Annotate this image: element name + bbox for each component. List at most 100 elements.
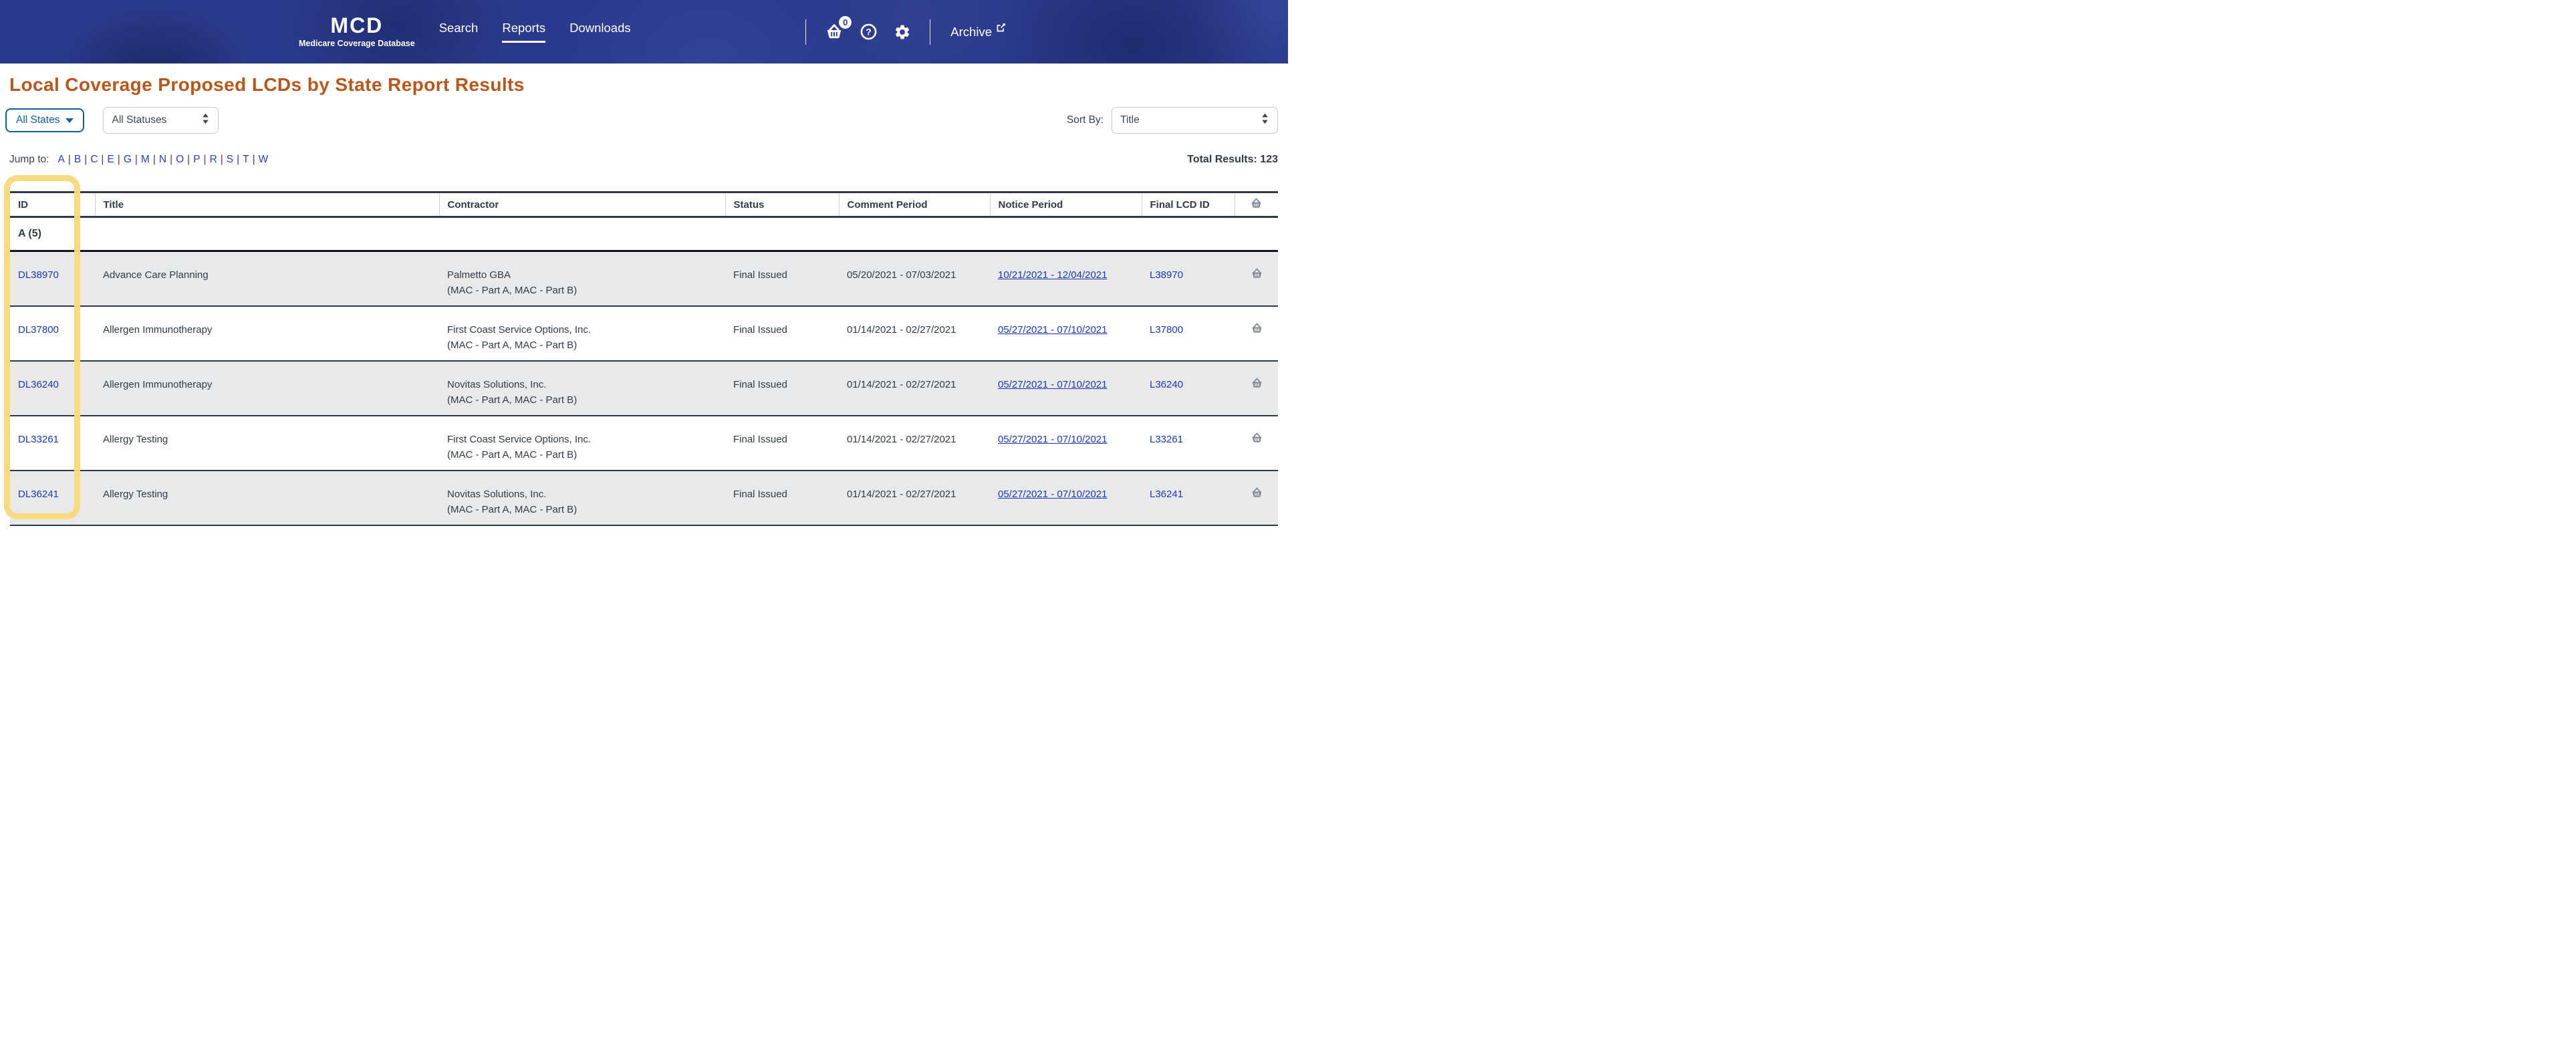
row-notice-period-link[interactable]: 05/27/2021 - 07/10/2021 [998,378,1108,390]
row-id-link[interactable]: DL36241 [18,488,59,500]
status-filter-value: All Statuses [112,114,167,126]
jump-letter-e[interactable]: E [107,154,114,165]
separator: | [170,154,173,165]
col-header-status: Status [725,192,840,217]
row-id-link[interactable]: DL38970 [18,269,59,281]
table-row: DL36241 Allergy Testing Novitas Solution… [10,470,1278,525]
jump-to-label: Jump to: [9,154,49,165]
contractor-name: Novitas Solutions, Inc. [447,378,547,390]
results-table: ID Title Contractor Status Comment Perio… [10,191,1278,526]
select-arrows-icon [1261,112,1269,128]
states-filter-value: All States [16,114,60,126]
table-row: DL36240 Allergen Immunotherapy Novitas S… [10,360,1278,416]
separator: | [152,154,156,165]
separator: | [220,154,223,165]
nav-downloads[interactable]: Downloads [569,21,631,35]
total-results: Total Results: 123 [1187,154,1278,166]
contractor-name: First Coast Service Options, Inc. [447,323,592,336]
basket-count-badge: 0 [839,15,852,29]
row-final-lcd-link[interactable]: L36240 [1150,378,1184,390]
jump-letter-o[interactable]: O [176,154,184,165]
row-notice-period-link[interactable]: 05/27/2021 - 07/10/2021 [998,433,1108,445]
row-basket[interactable] [1235,251,1278,306]
group-row-a: A (5) [10,217,1278,252]
basket-icon [1252,432,1262,442]
page-title: Local Coverage Proposed LCDs by State Re… [9,74,525,95]
basket-icon [1251,197,1261,208]
jump-to-row: Jump to: A | B | C | E | G | M | N | O | P | R | S… [9,154,1278,166]
row-notice-period-link[interactable]: 05/27/2021 - 07/10/2021 [998,323,1108,336]
states-filter-button[interactable]: All States [5,108,85,132]
jump-letter-m[interactable]: M [140,154,150,165]
row-basket[interactable] [1235,361,1278,416]
contractor-name: First Coast Service Options, Inc. [447,433,592,445]
contractor-type: (MAC - Part A, MAC - Part B) [447,394,577,406]
help-icon[interactable]: ? [860,23,878,41]
table-row: DL33261 Allergy Testing First Coast Serv… [10,416,1278,471]
separator: | [68,154,71,165]
row-title: Allergy Testing [103,433,168,445]
jump-letter-n[interactable]: N [158,154,167,165]
jump-letter-g[interactable]: G [123,154,132,165]
jump-letter-w[interactable]: W [258,154,269,165]
basket-icon[interactable]: 0 [825,15,852,41]
contractor-type: (MAC - Part A, MAC - Part B) [447,448,577,460]
divider [805,19,807,45]
sort-by-label: Sort By: [1066,114,1104,126]
basket-icon [1252,322,1262,333]
row-status: Final Issued [733,378,787,390]
separator: | [237,154,240,165]
sort-by-value: Title [1120,114,1140,126]
row-status: Final Issued [733,323,787,336]
row-basket[interactable] [1235,306,1278,361]
separator: | [101,154,104,165]
row-final-lcd-link[interactable]: L36241 [1150,488,1184,500]
mcd-logo[interactable]: MCD Medicare Coverage Database [299,15,415,48]
jump-letter-c[interactable]: C [90,154,98,165]
gear-icon[interactable] [894,23,911,41]
sort-by-select[interactable]: Title [1112,107,1278,134]
basket-icon [1252,487,1262,497]
row-basket[interactable] [1235,471,1278,525]
svg-text:?: ? [866,26,872,37]
group-label: A (5) [10,217,1278,252]
row-notice-period-link[interactable]: 05/27/2021 - 07/10/2021 [998,488,1108,500]
row-notice-period-link[interactable]: 10/21/2021 - 12/04/2021 [998,269,1108,281]
row-final-lcd-link[interactable]: L38970 [1150,269,1184,281]
app-header: MCD Medicare Coverage Database Search Re… [0,0,1288,63]
row-contractor: Palmetto GBA (MAC - Part A, MAC - Part B… [439,251,725,306]
nav-search[interactable]: Search [438,21,479,35]
status-filter-select[interactable]: All Statuses [103,107,219,134]
basket-icon [1252,268,1262,278]
jump-letter-t[interactable]: T [243,154,249,165]
jump-letter-b[interactable]: B [74,154,82,165]
row-title: Allergen Immunotherapy [103,323,213,336]
external-link-icon [996,23,1006,36]
total-results-label: Total Results: [1187,154,1257,165]
row-basket[interactable] [1235,416,1278,471]
archive-link[interactable]: Archive [950,23,1006,39]
row-contractor: First Coast Service Options, Inc. (MAC -… [439,416,725,471]
row-contractor: Novitas Solutions, Inc. (MAC - Part A, M… [439,361,725,416]
nav-reports[interactable]: Reports [502,21,546,43]
jump-letter-a[interactable]: A [57,154,65,165]
row-id-link[interactable]: DL33261 [18,433,59,445]
row-final-lcd-link[interactable]: L33261 [1150,433,1184,445]
total-results-value: 123 [1260,154,1278,165]
row-id-link[interactable]: DL37800 [18,323,59,336]
archive-label: Archive [950,24,992,39]
table-row: DL37800 Allergen Immunotherapy First Coa… [10,306,1278,361]
col-header-basket [1235,192,1278,217]
row-title: Allergen Immunotherapy [103,378,213,390]
jump-letter-p[interactable]: P [193,154,201,165]
jump-letter-r[interactable]: R [209,154,217,165]
row-comment-period: 05/20/2021 - 07/03/2021 [847,269,956,281]
row-final-lcd-link[interactable]: L37800 [1150,323,1184,336]
row-contractor: Novitas Solutions, Inc. (MAC - Part A, M… [439,471,725,525]
col-header-notice-period: Notice Period [990,192,1142,217]
separator: | [252,154,255,165]
row-id-link[interactable]: DL36240 [18,378,59,390]
row-title: Allergy Testing [103,488,168,500]
jump-letter-s[interactable]: S [226,154,234,165]
logo-title: MCD [330,13,384,37]
